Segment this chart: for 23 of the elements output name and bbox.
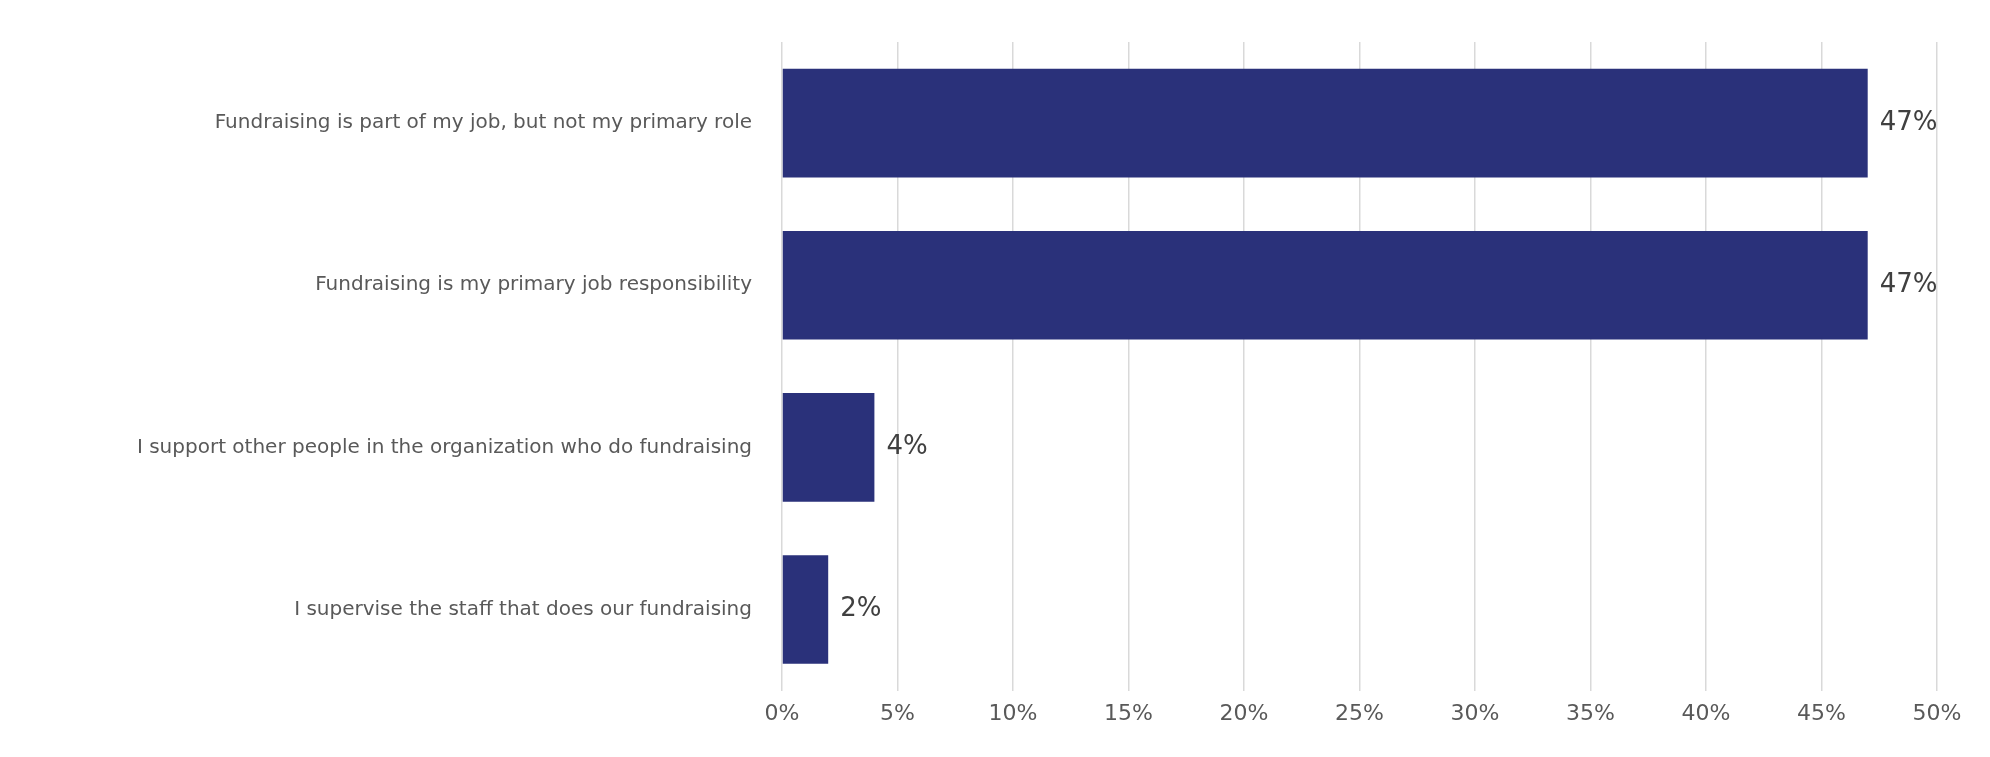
x-tick-label: 0% xyxy=(764,699,800,725)
data-label: 47% xyxy=(1879,105,1938,136)
x-tick-label: 15% xyxy=(1104,699,1153,725)
x-tick-label: 50% xyxy=(1912,699,1962,725)
x-tick-label: 10% xyxy=(988,699,1038,725)
data-label: 47% xyxy=(1879,267,1938,298)
bar xyxy=(782,230,1868,340)
bar xyxy=(782,68,1868,178)
bar xyxy=(782,393,875,502)
y-tick-label: I supervise the staff that does our fundraising xyxy=(294,595,752,620)
x-tick-label: 5% xyxy=(880,699,915,725)
x-tick-label: 20% xyxy=(1219,699,1269,725)
x-tick-label: 30% xyxy=(1450,699,1500,725)
y-tick-label: Fundraising is my primary job responsibility xyxy=(315,271,753,296)
bar xyxy=(782,555,829,664)
y-tick-label: I support other people in the organization who do fundraising xyxy=(136,433,752,458)
data-label: 4% xyxy=(886,430,928,461)
y-tick-label: Fundraising is part of my job, but not my primary role xyxy=(214,109,752,134)
data-label: 2% xyxy=(840,592,882,623)
x-tick-label: 40% xyxy=(1681,699,1731,725)
x-tick-label: 25% xyxy=(1335,699,1384,725)
x-tick-label: 35% xyxy=(1566,699,1615,725)
x-tick-label: 45% xyxy=(1797,699,1846,725)
